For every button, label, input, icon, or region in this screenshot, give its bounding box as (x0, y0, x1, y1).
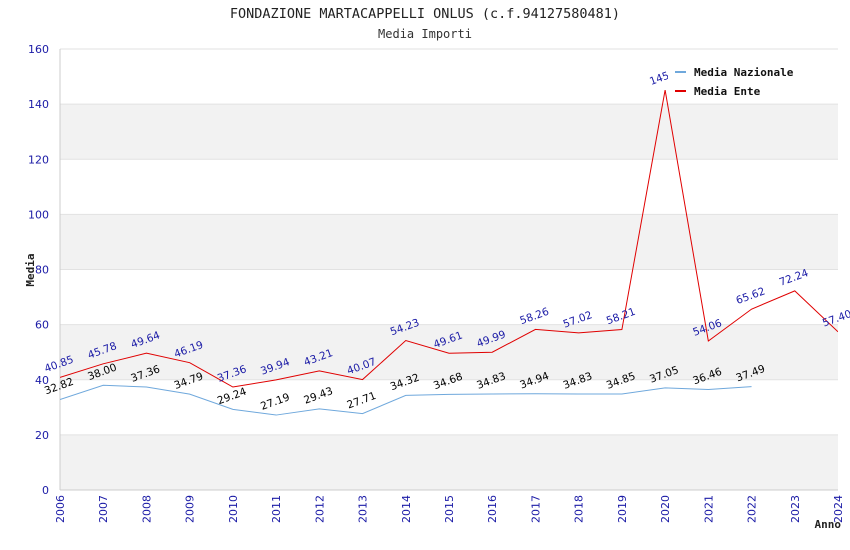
x-tick-label: 2006 (54, 495, 67, 523)
grid-band (60, 379, 838, 435)
x-axis-title: Anno (815, 518, 842, 531)
x-tick-labels: 2006 2007 2008 2009 2010 2011 2012 2013 2014 2015… (54, 495, 845, 523)
x-tick-label: 2013 (357, 495, 370, 523)
x-tick-label: 2009 (184, 495, 197, 523)
y-tick-label: 100 (28, 208, 49, 221)
series-line-1 (60, 89, 838, 388)
x-tick-label: 2017 (529, 495, 542, 523)
series-lines (60, 89, 838, 416)
x-tick-label: 2019 (616, 495, 629, 523)
grid-band (60, 324, 838, 380)
x-tick-label: 2007 (97, 495, 110, 523)
chart-subtitle: Media Importi (378, 27, 472, 41)
x-tick-label: 2011 (270, 495, 283, 523)
x-tick-label: 2023 (789, 495, 802, 523)
grid-bands (60, 49, 838, 490)
grid-band (60, 269, 838, 325)
legend: Media Nazionale Media Ente (668, 59, 809, 101)
x-tick-label: 2020 (659, 495, 672, 523)
y-tick-label: 60 (35, 319, 49, 332)
x-tick-label: 2021 (702, 495, 715, 523)
gridlines (60, 48, 838, 491)
legend-background (668, 59, 809, 101)
chart-title: FONDAZIONE MARTACAPPELLI ONLUS (c.f.9412… (229, 6, 621, 22)
axes (59, 49, 838, 491)
series-line-0 (60, 384, 752, 416)
y-tick-label: 120 (28, 153, 49, 166)
x-tick-label: 2010 (227, 495, 240, 523)
y-axis-title: Media (24, 253, 37, 286)
x-tick-label: 2008 (140, 495, 153, 523)
y-tick-labels: 0 20 40 60 80 100 120 140 160 (28, 43, 49, 497)
grid-band (60, 159, 838, 215)
x-tick-label: 2015 (443, 495, 456, 523)
x-tick-label: 2018 (573, 495, 586, 523)
x-tick-label: 2016 (486, 495, 499, 523)
x-tick-label: 2012 (313, 495, 326, 523)
x-tick-label: 2024 (832, 495, 845, 523)
y-tick-label: 160 (28, 43, 49, 56)
grid-band (60, 214, 838, 270)
y-tick-label: 40 (35, 374, 49, 387)
legend-item: Media Nazionale (694, 66, 794, 79)
x-tick-label: 2022 (746, 495, 759, 523)
x-tick-label: 2014 (400, 495, 413, 523)
y-tick-label: 140 (28, 98, 49, 111)
grid-band (60, 434, 838, 490)
grid-band (60, 104, 838, 160)
y-tick-label: 20 (35, 429, 49, 442)
legend-item: Media Ente (694, 85, 761, 98)
y-tick-label: 80 (35, 264, 49, 277)
y-tick-label: 0 (42, 484, 49, 497)
